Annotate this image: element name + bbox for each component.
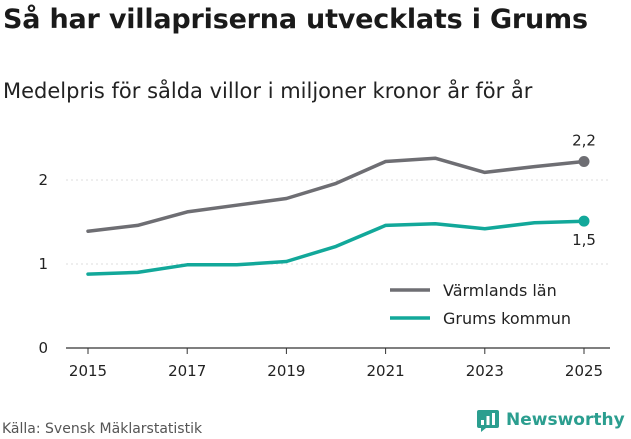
chart-title: Så har villapriserna utvecklats i Grums xyxy=(3,4,588,35)
data-label-varmland: 2,2 xyxy=(572,132,596,150)
x-tick-label: 2023 xyxy=(466,362,504,380)
x-tick-label: 2021 xyxy=(367,362,405,380)
newsworthy-logo-icon xyxy=(477,410,499,432)
series-line-grums xyxy=(86,219,586,276)
end-point-varmland xyxy=(578,156,590,168)
x-tick-label: 2017 xyxy=(168,362,206,380)
data-label-grums: 1,5 xyxy=(572,231,596,249)
series-group: 2,2 1,5 xyxy=(86,132,596,276)
y-tick-label: 2 xyxy=(38,171,48,189)
series-line-varmland xyxy=(86,156,586,233)
y-tick-label: 1 xyxy=(38,255,48,273)
end-point-grums xyxy=(578,215,590,227)
gridlines xyxy=(66,179,610,349)
y-tick-label: 0 xyxy=(38,339,48,357)
source-note: Källa: Svensk Mäklarstatistik xyxy=(2,421,203,437)
legend: Värmlands län Grums kommun xyxy=(390,281,571,328)
x-tick-label: 2025 xyxy=(565,362,603,380)
brand-logo: Newsworthy xyxy=(476,408,625,432)
y-axis-ticks: 0 1 2 xyxy=(38,171,48,357)
legend-label-varmland: Värmlands län xyxy=(443,281,557,300)
x-axis-ticks: 2015 2017 2019 2021 2023 2025 xyxy=(69,348,603,380)
chart-subtitle: Medelpris för sålda villor i miljoner kr… xyxy=(3,79,533,103)
x-tick-label: 2015 xyxy=(69,362,107,380)
legend-label-grums: Grums kommun xyxy=(443,309,571,328)
brand-name: Newsworthy xyxy=(506,410,625,430)
x-tick-label: 2019 xyxy=(267,362,305,380)
